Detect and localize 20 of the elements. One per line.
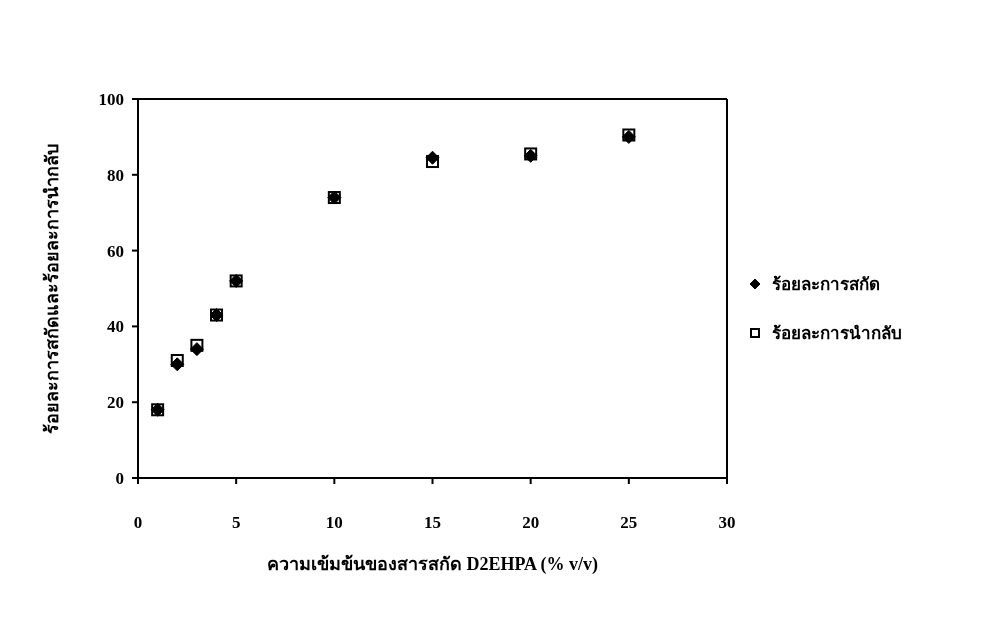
y-tick-label: 20 — [107, 393, 124, 413]
y-tick-label: 100 — [98, 90, 124, 110]
x-tick-label: 0 — [133, 513, 143, 533]
x-tick-label: 25 — [620, 513, 638, 533]
y-tick-label: 60 — [107, 241, 124, 261]
point — [170, 354, 184, 368]
y-tick-label: 0 — [115, 469, 124, 489]
legend-label: ร้อยละการสกัด — [772, 274, 880, 296]
legend-label: ร้อยละการนำกลับ — [772, 323, 902, 345]
x-tick-label: 10 — [325, 513, 343, 533]
x-tick-label: 30 — [718, 513, 736, 533]
point — [426, 155, 439, 169]
x-tick-label: 5 — [231, 513, 241, 533]
point — [190, 338, 204, 352]
y-axis-title: ร้อยละการสกัดและร้อยละการนำกลับ — [42, 143, 63, 434]
x-tick-label: 20 — [522, 513, 540, 533]
x-tick-label: 15 — [424, 513, 441, 533]
y-tick-label: 40 — [107, 317, 124, 337]
y-tick-label: 80 — [107, 165, 124, 185]
x-axis-title: ความเข้มข้นของสารสกัด D2EHPA (% v/v) — [266, 554, 599, 575]
